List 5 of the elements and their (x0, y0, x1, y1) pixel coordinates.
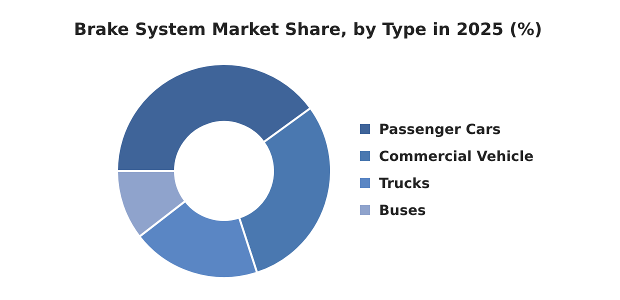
chart-title: Brake System Market Share, by Type in 2025 (%) (74, 20, 542, 40)
legend-label: Buses (379, 203, 426, 219)
legend-label: Trucks (379, 176, 430, 192)
legend-label: Commercial Vehicle (379, 149, 534, 165)
legend-label: Passenger Cars (379, 122, 501, 138)
